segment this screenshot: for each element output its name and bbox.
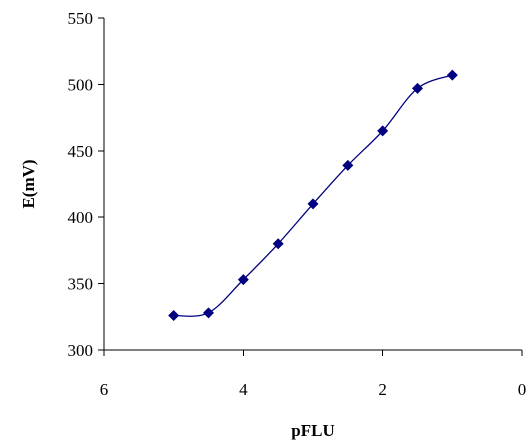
- data-point: [412, 82, 423, 94]
- series-layer: [168, 69, 458, 321]
- y-tick-label: 400: [68, 208, 94, 227]
- x-tick-label: 6: [100, 380, 109, 399]
- y-tick-label: 350: [68, 275, 94, 294]
- y-tick-label: 500: [68, 75, 94, 94]
- x-tick-label: 2: [378, 380, 387, 399]
- y-axis-title: E(mV): [19, 159, 38, 208]
- data-point: [203, 307, 214, 319]
- data-point: [237, 274, 249, 286]
- series-line: [173, 74, 453, 317]
- x-tick-label: 0: [518, 380, 527, 399]
- y-tick-label: 450: [68, 142, 94, 161]
- data-point: [307, 198, 319, 210]
- data-point: [446, 69, 458, 81]
- data-point: [272, 238, 284, 250]
- x-axis: 6 4 2 0: [100, 349, 527, 399]
- x-tick-label: 4: [239, 380, 248, 399]
- data-point: [342, 159, 354, 171]
- y-tick-label: 300: [68, 341, 94, 360]
- data-point: [377, 125, 389, 137]
- x-axis-title: pFLU: [291, 421, 334, 440]
- data-point: [168, 309, 180, 321]
- y-tick-label: 550: [68, 9, 94, 28]
- y-axis: 300 350 400 450 500 550: [68, 9, 105, 360]
